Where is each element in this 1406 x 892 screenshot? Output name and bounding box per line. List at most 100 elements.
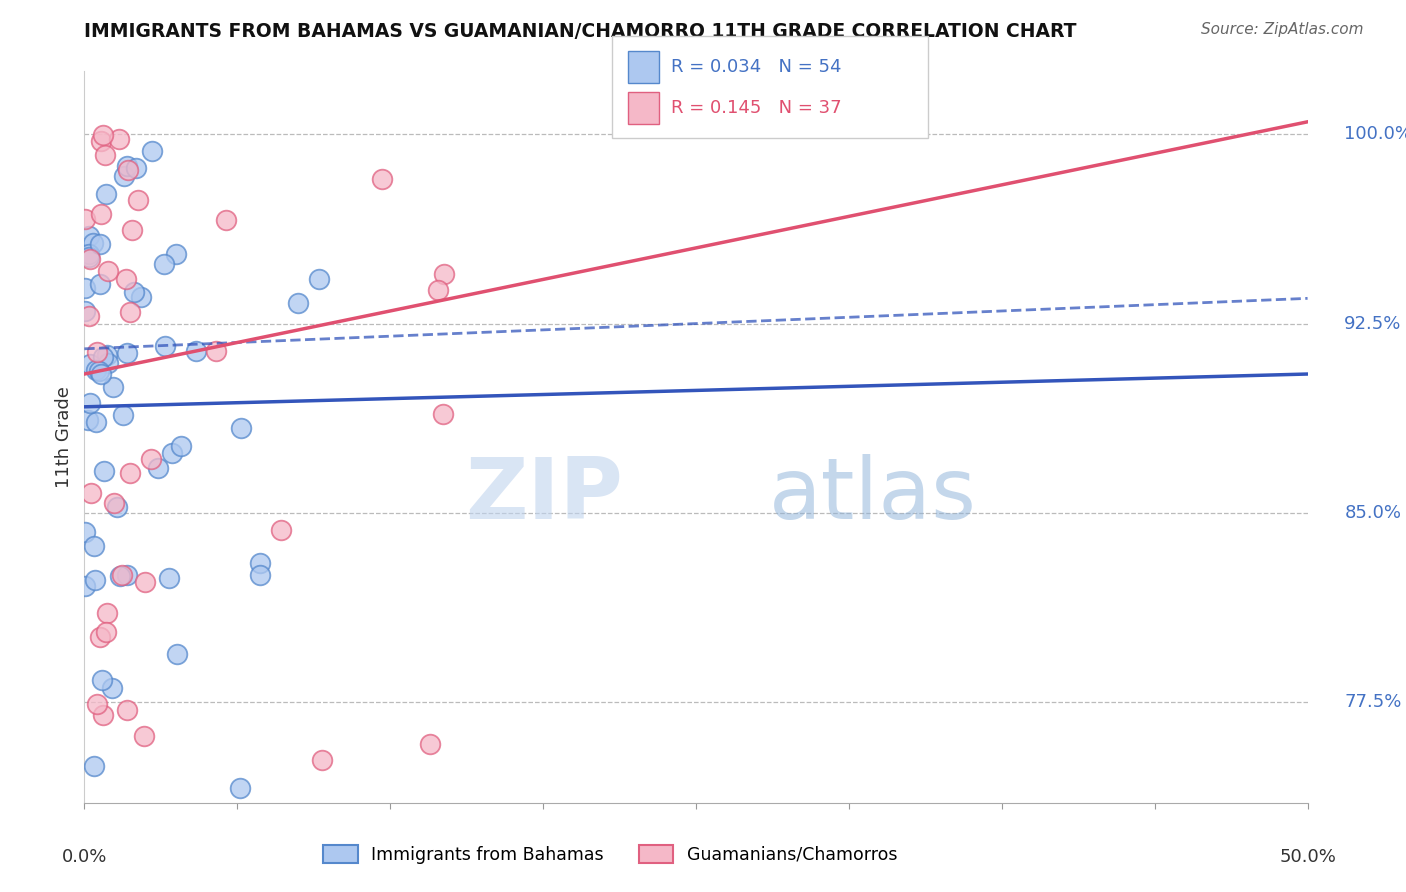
Text: R = 0.145   N = 37: R = 0.145 N = 37 [671,99,841,117]
Point [129,290,152,304]
Point [86,697,108,711]
Point [165,246,187,260]
Point [89,364,111,378]
Point [90,207,112,221]
Point [117,346,139,360]
Point [97,356,120,370]
Point [90,367,112,381]
Point [91,673,114,687]
Point [141,144,163,158]
Point [97,264,120,278]
Point [100,681,122,695]
Point [115,159,138,173]
Point [89,237,111,252]
Point [311,753,333,767]
Y-axis label: 11th Grade: 11th Grade [55,386,73,488]
Point [426,283,449,297]
Point [112,408,135,422]
Point [73,304,96,318]
Point [86,345,108,359]
Point [229,781,252,796]
Point [82,235,104,250]
Point [73,281,96,295]
Point [155,339,177,353]
Point [77,250,100,264]
Point [115,567,138,582]
Point [103,496,125,510]
Point [73,579,96,593]
Point [139,452,162,467]
Text: 0.0%: 0.0% [62,848,107,866]
Point [77,247,100,261]
Point [134,575,156,590]
Point [121,223,143,237]
Point [89,630,111,644]
Point [115,272,138,286]
Point [117,163,139,178]
Text: 92.5%: 92.5% [1344,315,1402,333]
Point [118,466,141,480]
Point [91,350,114,364]
Point [77,413,100,427]
Point [215,212,238,227]
Point [433,268,456,282]
Point [105,500,128,515]
Point [124,161,146,176]
Point [77,228,100,243]
Point [84,573,107,587]
Point [91,708,114,723]
Text: Source: ZipAtlas.com: Source: ZipAtlas.com [1201,22,1364,37]
Point [96,607,118,621]
Text: 77.5%: 77.5% [1344,693,1402,711]
Point [108,132,131,146]
Point [186,344,208,359]
Point [94,148,117,162]
Text: 100.0%: 100.0% [1344,126,1406,144]
Point [229,420,252,434]
Point [371,171,394,186]
Point [91,128,114,142]
Legend: Immigrants from Bahamas, Guamanians/Chamorros: Immigrants from Bahamas, Guamanians/Cham… [316,838,905,871]
Point [111,567,134,582]
Point [115,703,138,717]
Point [112,169,135,183]
Point [419,737,441,751]
Point [146,461,169,475]
Point [157,571,180,585]
Point [94,186,117,201]
Text: 50.0%: 50.0% [1279,848,1336,866]
Point [166,647,188,661]
Point [308,271,330,285]
Point [127,193,149,207]
Point [80,486,103,500]
Text: 85.0%: 85.0% [1344,504,1402,522]
Point [108,569,131,583]
Point [86,416,108,430]
Text: atlas: atlas [769,454,977,537]
Text: IMMIGRANTS FROM BAHAMAS VS GUAMANIAN/CHAMORRO 11TH GRADE CORRELATION CHART: IMMIGRANTS FROM BAHAMAS VS GUAMANIAN/CHA… [84,22,1077,41]
Point [79,358,101,372]
Point [73,212,96,227]
Point [432,408,454,422]
Point [170,439,193,453]
Point [118,305,141,319]
Point [101,379,124,393]
Point [79,252,101,266]
Point [79,395,101,409]
Point [205,343,228,358]
Point [162,446,184,460]
Point [132,729,155,743]
Point [249,556,271,570]
Point [84,363,107,377]
Point [75,524,97,539]
Point [93,464,115,478]
Point [77,309,100,323]
Text: ZIP: ZIP [465,454,623,537]
Point [96,348,118,362]
Point [94,625,117,640]
Point [83,758,105,772]
Point [89,277,111,291]
Point [249,568,271,582]
Point [287,295,309,310]
Point [122,285,145,299]
